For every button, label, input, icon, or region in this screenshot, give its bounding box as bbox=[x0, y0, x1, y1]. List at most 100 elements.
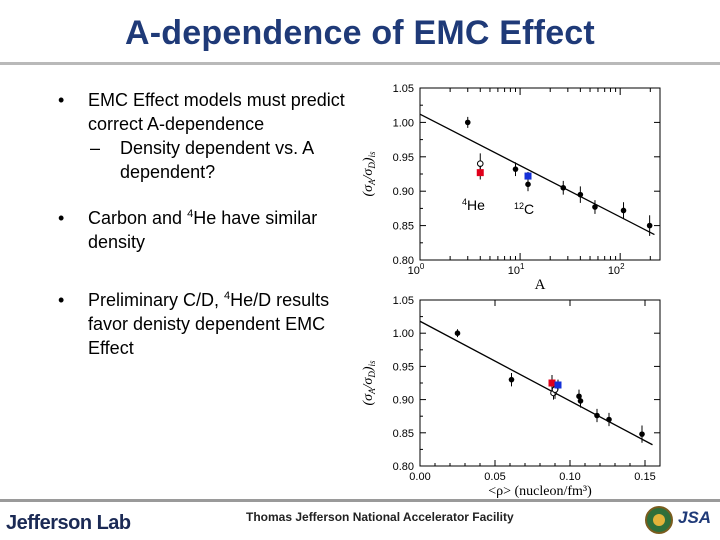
x-tick-label: 0.00 bbox=[409, 471, 430, 483]
dash-icon: – bbox=[90, 138, 101, 158]
doe-seal-icon bbox=[645, 506, 673, 534]
bullet-3-sup: 4 bbox=[224, 290, 231, 302]
chart1-marks bbox=[419, 113, 655, 236]
data-point bbox=[594, 412, 600, 419]
y-tick-label: 1.05 bbox=[393, 295, 414, 307]
x-tick-label: 102 bbox=[608, 262, 625, 277]
annotation-c12-sup: 12 bbox=[514, 201, 524, 211]
data-point bbox=[577, 191, 584, 198]
chart2-ylabel: (σA/σD)is bbox=[361, 360, 377, 406]
chart2-ticks: 0.80 0.85 0.90 0.95 1.00 1.05 0.00 0.05 0.10 0.15 bbox=[393, 295, 660, 483]
chart1-frame bbox=[419, 87, 661, 261]
y-tick-label: 0.85 bbox=[393, 428, 414, 440]
data-point-square bbox=[524, 172, 532, 180]
facility-name: Thomas Jefferson National Accelerator Fa… bbox=[246, 510, 514, 524]
annotation-he4: 4He bbox=[462, 197, 485, 213]
bullet-dot-icon: • bbox=[58, 208, 65, 228]
data-point bbox=[508, 376, 515, 383]
annotation-c12-text: C bbox=[524, 201, 534, 217]
ylabel-part: (σ bbox=[361, 393, 376, 406]
fit-line bbox=[419, 113, 655, 236]
bullet-list: • EMC Effect models must predict correct… bbox=[56, 88, 356, 360]
y-tick-label: 0.90 bbox=[393, 186, 414, 198]
data-point bbox=[639, 431, 645, 437]
x-tick-label: 101 bbox=[508, 262, 525, 277]
data-point bbox=[525, 181, 531, 188]
annotation-he4-sup: 4 bbox=[462, 197, 467, 207]
ylabel-sub: D bbox=[367, 371, 377, 379]
x-tick-exp: 2 bbox=[620, 262, 625, 271]
bullet-3: • Preliminary C/D, 4He/D results favor d… bbox=[56, 288, 356, 360]
x-tick-base: 10 bbox=[408, 265, 420, 277]
data-point bbox=[512, 166, 519, 172]
emc-vs-density-chart: 0.80 0.85 0.90 0.95 1.00 1.05 0.00 0.05 0.10 0.15… bbox=[361, 295, 661, 499]
bullet-1: • EMC Effect models must predict correct… bbox=[56, 88, 356, 136]
x-tick-label: 100 bbox=[408, 262, 425, 277]
data-point bbox=[454, 330, 461, 336]
y-tick-label: 0.95 bbox=[393, 152, 414, 164]
chart1-xlabel: A bbox=[535, 277, 546, 293]
fit-line bbox=[419, 320, 653, 446]
y-tick-label: 1.05 bbox=[393, 83, 414, 95]
ylabel-sub: is bbox=[367, 360, 377, 367]
x-tick-base: 10 bbox=[508, 265, 520, 277]
x-tick-exp: 1 bbox=[520, 262, 525, 271]
ylabel-part: ) bbox=[361, 157, 376, 163]
x-tick-label: 0.15 bbox=[634, 471, 655, 483]
y-tick-label: 0.80 bbox=[393, 461, 414, 473]
ylabel-part: ) bbox=[361, 366, 376, 372]
data-point-open bbox=[476, 160, 484, 167]
data-point bbox=[464, 119, 471, 126]
data-point bbox=[577, 398, 584, 404]
bullet-1-sub-text: Density dependent vs. A dependent? bbox=[120, 138, 314, 182]
page-title: A-dependence of EMC Effect bbox=[125, 14, 595, 52]
data-point-square bbox=[548, 379, 556, 387]
ylabel-sub: is bbox=[367, 151, 377, 158]
title-divider bbox=[0, 62, 720, 65]
ylabel-part: (σ bbox=[361, 184, 376, 197]
footer: Jefferson Lab Thomas Jefferson National … bbox=[0, 502, 720, 540]
data-point-square bbox=[554, 381, 562, 389]
data-point bbox=[560, 184, 567, 191]
data-point bbox=[592, 204, 598, 210]
jsa-logo: JSA bbox=[678, 508, 712, 527]
annotation-c12: 12C bbox=[514, 201, 534, 217]
x-tick-label: 0.05 bbox=[484, 471, 505, 483]
ylabel-part: /σ bbox=[361, 168, 376, 181]
bullet-dot-icon: • bbox=[58, 290, 65, 310]
data-point bbox=[606, 416, 612, 423]
data-point bbox=[646, 222, 653, 229]
x-tick-exp: 0 bbox=[420, 262, 425, 271]
ylabel-part: /σ bbox=[361, 377, 376, 390]
jefferson-lab-logo: Jefferson Lab bbox=[6, 512, 131, 534]
chart2-marks bbox=[419, 320, 653, 446]
annotation-he4-text: He bbox=[467, 197, 485, 213]
bullet-3-post: He/D results favor denisty dependent EMC… bbox=[88, 290, 330, 358]
bullet-1-text: EMC Effect models must predict correct A… bbox=[88, 90, 345, 134]
chart2-xlabel: <ρ> (nucleon/fm³) bbox=[488, 484, 592, 499]
ylabel-sub: A bbox=[367, 179, 377, 186]
bullet-dot-icon: • bbox=[58, 90, 65, 110]
bullet-2-pre: Carbon and bbox=[88, 208, 188, 228]
y-tick-label: 1.00 bbox=[393, 328, 414, 340]
x-tick-label: 0.10 bbox=[559, 471, 580, 483]
bullet-2: • Carbon and 4He have similar density bbox=[56, 206, 356, 254]
chart1-ylabel: (σA/σD)is bbox=[361, 151, 377, 197]
y-tick-label: 0.85 bbox=[393, 221, 414, 233]
y-tick-label: 1.00 bbox=[393, 117, 414, 129]
ylabel-sub: A bbox=[367, 388, 377, 395]
chart2-frame bbox=[419, 299, 661, 467]
ylabel-sub: D bbox=[367, 162, 377, 170]
x-tick-base: 10 bbox=[608, 265, 620, 277]
bullet-1-sub: – Density dependent vs. A dependent? bbox=[56, 136, 356, 184]
data-point bbox=[620, 207, 627, 214]
y-tick-label: 0.95 bbox=[393, 361, 414, 373]
bullet-2-sup: 4 bbox=[187, 208, 194, 220]
bullet-2-post: He have similar density bbox=[88, 208, 318, 252]
y-tick-label: 0.80 bbox=[393, 255, 414, 267]
y-tick-label: 0.90 bbox=[393, 395, 414, 407]
bullet-3-pre: Preliminary C/D, bbox=[88, 290, 225, 310]
footer-divider bbox=[0, 499, 720, 502]
